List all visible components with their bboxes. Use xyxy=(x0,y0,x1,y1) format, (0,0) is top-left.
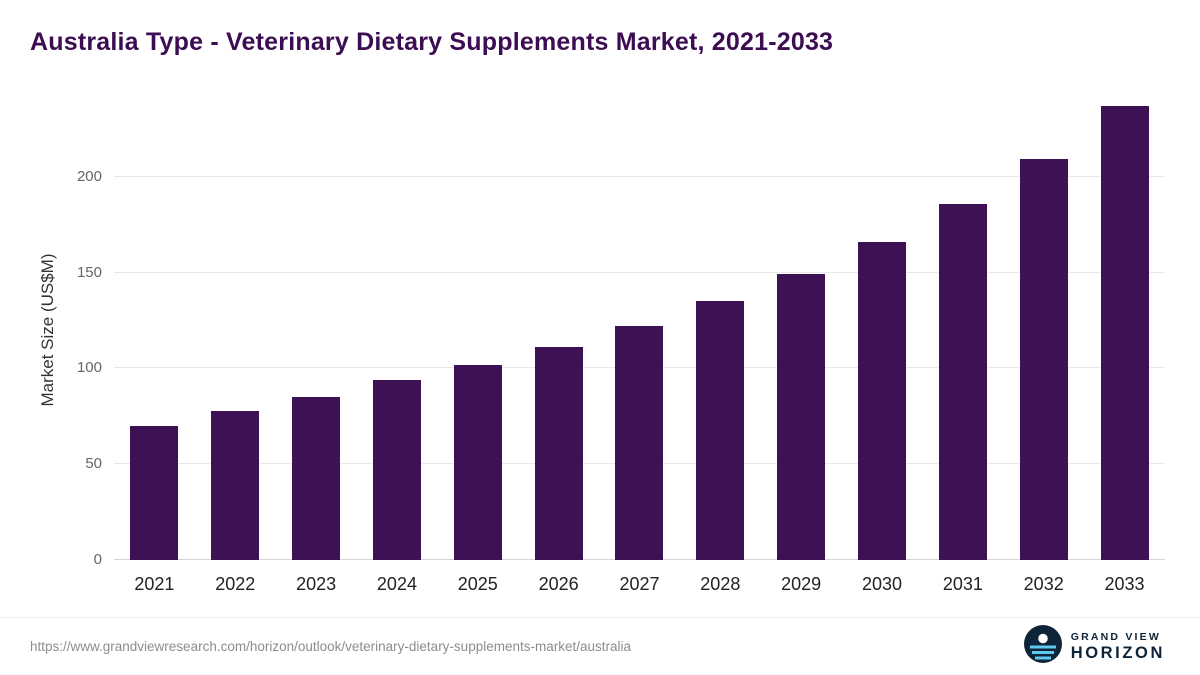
x-tick-label-2027: 2027 xyxy=(619,573,660,594)
footer: https://www.grandviewresearch.com/horizo… xyxy=(0,617,1200,675)
bar-slot-2028 xyxy=(680,100,761,560)
x-tick-label-2030: 2030 xyxy=(861,573,903,594)
x-tick-label-2023: 2023 xyxy=(296,573,337,594)
x-tick-label-2025: 2025 xyxy=(457,573,498,594)
x-tick-label-2021: 2021 xyxy=(134,573,175,594)
bar-slot-2030 xyxy=(842,100,923,560)
bar-2026 xyxy=(534,347,583,560)
bar-2030 xyxy=(858,241,907,560)
bar-2024 xyxy=(372,379,421,560)
y-tick-label-150: 150 xyxy=(76,263,102,281)
x-tick-label-2031: 2031 xyxy=(942,573,983,594)
bar-slot-2032 xyxy=(1003,100,1084,560)
y-axis-label-column: Market Size (US$M) xyxy=(30,100,66,560)
bar-slot-2027 xyxy=(599,100,680,560)
y-tick-label-0: 0 xyxy=(93,551,102,568)
bar-slot-2022 xyxy=(195,100,276,560)
bars-row xyxy=(114,100,1165,560)
x-axis-labels: 2021 2022 2023 2024 2025 2026 2027 2028 2029 2030… xyxy=(114,560,1165,602)
bar-2032 xyxy=(1019,159,1068,560)
logo-text: GRAND VIEW HORIZON xyxy=(1071,631,1165,663)
x-tick-label-2024: 2024 xyxy=(376,573,417,594)
source-url: https://www.grandviewresearch.com/horizo… xyxy=(30,639,632,654)
bar-slot-2021 xyxy=(114,100,195,560)
logo-line-horizon: HORIZON xyxy=(1070,643,1165,662)
bar-2033 xyxy=(1100,105,1149,560)
bar-slot-2033 xyxy=(1084,100,1165,560)
bar-slot-2031 xyxy=(922,100,1003,560)
x-tick-label-2029: 2029 xyxy=(781,573,822,594)
plot-area xyxy=(114,100,1165,560)
bar-2031 xyxy=(938,203,987,560)
bar-2021 xyxy=(130,425,179,560)
x-tick-label-2032: 2032 xyxy=(1023,573,1064,594)
y-axis-ticks: 0 50 100 150 200 xyxy=(66,100,114,567)
bar-2023 xyxy=(292,397,341,560)
bar-2029 xyxy=(777,274,826,560)
grand-view-horizon-logo: GRAND VIEW HORIZON xyxy=(1023,625,1165,668)
gridline-150 xyxy=(114,271,1165,273)
bar-2027 xyxy=(615,326,664,560)
bar-slot-2029 xyxy=(761,100,842,560)
y-tick-label-100: 100 xyxy=(76,359,102,377)
logo-line-grand-view: GRAND VIEW xyxy=(1070,630,1161,643)
x-tick-label-2028: 2028 xyxy=(700,573,741,594)
horizon-sun-icon xyxy=(1023,625,1062,668)
bar-chart: Market Size (US$M) 0 50 100 150 200 2021 2022… xyxy=(30,100,1165,602)
x-tick-label-2022: 2022 xyxy=(215,573,256,594)
bar-slot-2025 xyxy=(437,100,518,560)
x-tick-label-2033: 2033 xyxy=(1104,573,1145,594)
gridline-200 xyxy=(114,175,1165,177)
page-title: Australia Type - Veterinary Dietary Supp… xyxy=(30,28,834,56)
bar-slot-2026 xyxy=(518,100,599,560)
bar-slot-2023 xyxy=(276,100,357,560)
bar-2022 xyxy=(211,410,260,560)
x-tick-label-2026: 2026 xyxy=(538,573,579,594)
bar-slot-2024 xyxy=(357,100,438,560)
y-tick-label-200: 200 xyxy=(76,167,102,185)
y-axis-label: Market Size (US$M) xyxy=(38,253,57,407)
y-tick-label-50: 50 xyxy=(85,455,102,473)
bar-2028 xyxy=(696,301,745,560)
bar-2025 xyxy=(453,364,502,560)
